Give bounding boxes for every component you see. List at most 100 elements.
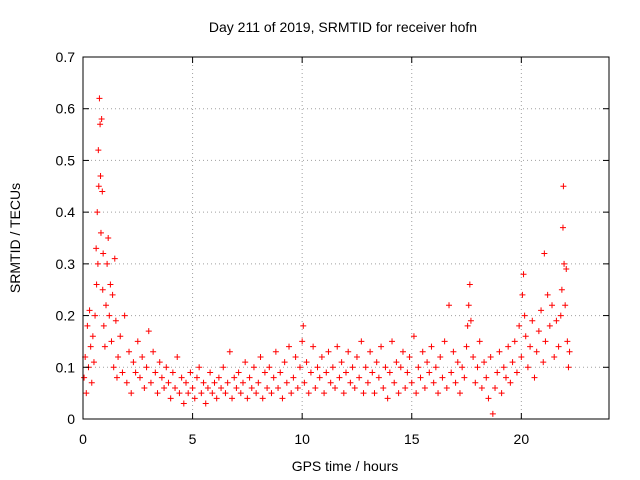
- data-point: [362, 364, 369, 371]
- data-point: [340, 390, 347, 397]
- data-point: [89, 333, 96, 340]
- data-point: [466, 281, 473, 288]
- data-point: [565, 364, 572, 371]
- y-tick-label: 0.3: [56, 256, 76, 272]
- data-point: [527, 343, 534, 350]
- data-point: [318, 353, 325, 360]
- data-point: [136, 374, 143, 381]
- data-point: [502, 374, 509, 381]
- data-point: [544, 291, 551, 298]
- data-point: [141, 384, 148, 391]
- data-point: [435, 390, 442, 397]
- y-tick-label: 0.2: [56, 308, 76, 324]
- data-point: [299, 338, 306, 345]
- data-point: [139, 353, 146, 360]
- data-point: [505, 343, 512, 350]
- data-point: [378, 343, 385, 350]
- data-point: [97, 121, 104, 128]
- data-point: [522, 333, 529, 340]
- data-point: [307, 369, 314, 376]
- data-point: [364, 379, 371, 386]
- data-point: [314, 364, 321, 371]
- x-axis-title: GPS time / hours: [292, 458, 399, 474]
- data-point: [371, 390, 378, 397]
- data-point: [507, 379, 514, 386]
- data-point: [494, 369, 501, 376]
- data-point: [323, 369, 330, 376]
- data-point: [441, 338, 448, 345]
- data-point: [419, 348, 426, 355]
- data-point: [518, 353, 525, 360]
- data-point: [415, 364, 422, 371]
- y-tick-label: 0.4: [56, 204, 76, 220]
- x-tick-label: 5: [189, 431, 197, 447]
- y-tick-label: 0: [67, 411, 75, 427]
- data-point: [90, 359, 97, 366]
- data-point: [98, 116, 105, 123]
- data-point: [167, 395, 174, 402]
- data-point: [178, 374, 185, 381]
- data-point: [492, 384, 499, 391]
- data-point: [393, 359, 400, 366]
- data-point: [305, 390, 312, 397]
- data-point: [404, 369, 411, 376]
- data-point: [395, 390, 402, 397]
- data-point: [189, 384, 196, 391]
- data-point: [334, 343, 341, 350]
- data-point: [489, 410, 496, 417]
- data-point: [343, 369, 349, 376]
- data-point: [384, 395, 391, 402]
- data-points: [81, 95, 573, 417]
- data-point: [123, 379, 130, 386]
- data-point: [448, 369, 455, 376]
- data-point: [329, 364, 336, 371]
- axis-ticks: [82, 56, 609, 420]
- data-point: [358, 338, 365, 345]
- data-point: [95, 183, 102, 190]
- data-point: [143, 364, 150, 371]
- data-point: [218, 384, 225, 391]
- data-point: [215, 374, 222, 381]
- data-point: [107, 281, 114, 288]
- data-point: [553, 317, 560, 324]
- data-point: [557, 312, 564, 319]
- x-tick-label: 10: [294, 431, 310, 447]
- data-point: [360, 390, 367, 397]
- data-point: [281, 359, 288, 366]
- data-point: [163, 364, 170, 371]
- data-point: [509, 359, 516, 366]
- data-point: [472, 379, 479, 386]
- data-point: [454, 359, 461, 366]
- data-point: [272, 348, 279, 355]
- data-point: [325, 348, 332, 355]
- data-point: [198, 390, 205, 397]
- y-tick-label: 0.1: [56, 359, 76, 375]
- data-point: [250, 364, 257, 371]
- data-point: [119, 369, 126, 376]
- data-point: [174, 353, 181, 360]
- data-point: [566, 348, 573, 355]
- data-point: [213, 395, 220, 402]
- data-point: [204, 384, 211, 391]
- data-point: [112, 317, 119, 324]
- data-point: [94, 260, 101, 267]
- data-point: [399, 348, 406, 355]
- data-point: [134, 338, 141, 345]
- data-point: [239, 379, 246, 386]
- data-point: [483, 374, 490, 381]
- data-point: [99, 286, 106, 293]
- data-point: [158, 374, 165, 381]
- data-point: [237, 390, 244, 397]
- data-point: [277, 369, 284, 376]
- data-point: [161, 384, 168, 391]
- chart-title: Day 211 of 2019, SRMTID for receiver hof…: [209, 19, 477, 35]
- data-point: [99, 188, 106, 195]
- data-point: [432, 364, 439, 371]
- plot-frame: [82, 56, 610, 420]
- data-point: [437, 353, 444, 360]
- data-point: [145, 328, 152, 335]
- data-point: [156, 359, 163, 366]
- data-point: [397, 364, 404, 371]
